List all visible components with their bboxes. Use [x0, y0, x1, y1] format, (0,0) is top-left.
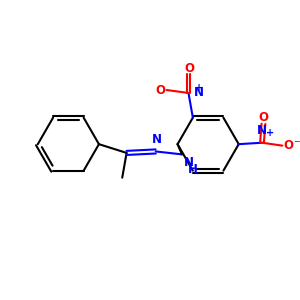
Text: O: O	[184, 62, 194, 75]
Text: +: +	[195, 83, 203, 93]
Text: O: O	[284, 139, 294, 152]
Text: O: O	[155, 83, 165, 97]
Text: O: O	[259, 112, 269, 124]
Text: ⁻: ⁻	[294, 138, 300, 151]
Text: +: +	[266, 128, 274, 137]
Text: N: N	[257, 124, 267, 137]
Text: N: N	[194, 86, 204, 99]
Text: N: N	[183, 156, 194, 169]
Text: H: H	[188, 163, 198, 176]
Text: N: N	[152, 133, 162, 146]
